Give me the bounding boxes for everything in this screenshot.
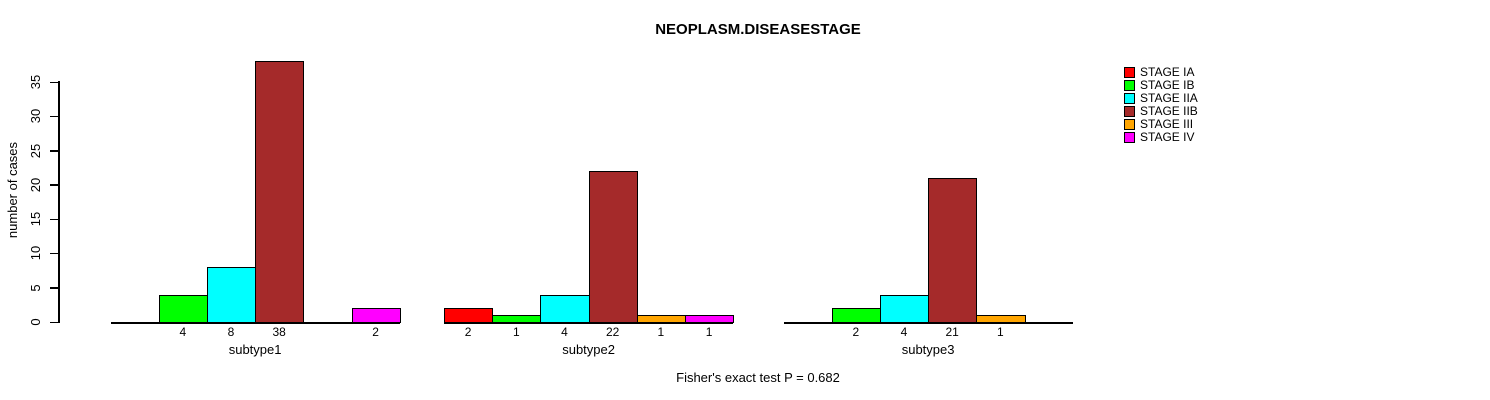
y-axis-tick xyxy=(50,252,58,255)
bar-value-label: 2 xyxy=(372,325,379,339)
bar-value-label: 1 xyxy=(705,325,713,339)
bar-stage-ib-subtype3 xyxy=(832,308,881,323)
legend-swatch-stage-iia xyxy=(1124,93,1135,104)
bar-stage-iv-subtype2 xyxy=(685,315,734,323)
bar-stage-iia-subtype3 xyxy=(880,295,929,323)
bar-stage-iib-subtype3 xyxy=(928,178,977,323)
y-axis-tick-label: 0 xyxy=(28,318,43,326)
bar-value-label: 1 xyxy=(997,325,1004,339)
y-axis-tick-label: 25 xyxy=(28,143,43,158)
y-axis-line xyxy=(58,81,60,323)
bar-value-label: 38 xyxy=(272,325,286,339)
y-axis-tick xyxy=(50,150,58,152)
chart-title: NEOPLASM.DISEASESTAGE xyxy=(655,21,861,38)
bar-value-label: 21 xyxy=(945,325,959,339)
legend-swatch-stage-iib xyxy=(1124,106,1135,117)
y-axis-tick-label: 15 xyxy=(28,211,43,227)
bar-stage-iii-subtype3 xyxy=(976,315,1026,323)
legend-swatch-stage-ib xyxy=(1124,80,1135,91)
bar-value-label: 2 xyxy=(464,325,472,339)
x-axis-category-label: subtype2 xyxy=(562,342,615,357)
legend-label: STAGE IA xyxy=(1140,65,1195,79)
bar-stage-iib-subtype2 xyxy=(589,171,638,323)
bar-value-label: 4 xyxy=(900,325,908,339)
bar-stage-iia-subtype1 xyxy=(207,267,256,323)
legend-swatch-stage-iii xyxy=(1124,119,1135,130)
legend-label: STAGE III xyxy=(1140,117,1194,131)
y-axis-tick xyxy=(50,218,58,221)
legend-swatch-stage-iv xyxy=(1124,132,1135,143)
bar-stage-ia-subtype2 xyxy=(444,308,493,323)
y-axis-tick-label: 35 xyxy=(28,74,43,90)
legend-label: STAGE IIA xyxy=(1140,91,1198,105)
bar-stage-ib-subtype2 xyxy=(492,315,541,323)
bar-stage-iii-subtype2 xyxy=(637,315,686,323)
bar-value-label: 8 xyxy=(227,325,235,339)
y-axis-tick-label: 5 xyxy=(28,284,43,292)
bar-value-label: 2 xyxy=(852,325,860,339)
bar-value-label: 1 xyxy=(512,325,520,339)
bar-stage-iv-subtype1 xyxy=(352,308,401,323)
y-axis-tick xyxy=(50,287,58,289)
legend-swatch-stage-ia xyxy=(1124,67,1135,78)
x-axis-category-label: subtype3 xyxy=(901,342,955,357)
legend-label: STAGE IV xyxy=(1140,130,1195,144)
bar-value-label: 4 xyxy=(561,325,568,339)
statistical-annotation: Fisher's exact test P = 0.682 xyxy=(676,370,840,385)
y-axis-tick xyxy=(50,81,58,83)
bar-value-label: 1 xyxy=(657,325,665,339)
bar-stage-ib-subtype1 xyxy=(159,295,208,323)
bar-value-label: 4 xyxy=(179,325,187,339)
y-axis-tick xyxy=(50,115,58,118)
x-axis-category-label: subtype1 xyxy=(228,342,282,357)
legend-label: STAGE IB xyxy=(1140,78,1195,92)
y-axis-tick xyxy=(50,321,58,323)
y-axis-tick-label: 10 xyxy=(28,246,43,261)
bar-stage-iib-subtype1 xyxy=(255,61,304,323)
legend-label: STAGE IIB xyxy=(1140,104,1198,118)
y-axis-tick-label: 30 xyxy=(28,109,43,124)
y-axis-tick xyxy=(50,184,58,186)
bar-value-label: 22 xyxy=(606,325,620,339)
y-axis-title: number of cases xyxy=(5,141,20,239)
bar-stage-iia-subtype2 xyxy=(540,295,590,323)
